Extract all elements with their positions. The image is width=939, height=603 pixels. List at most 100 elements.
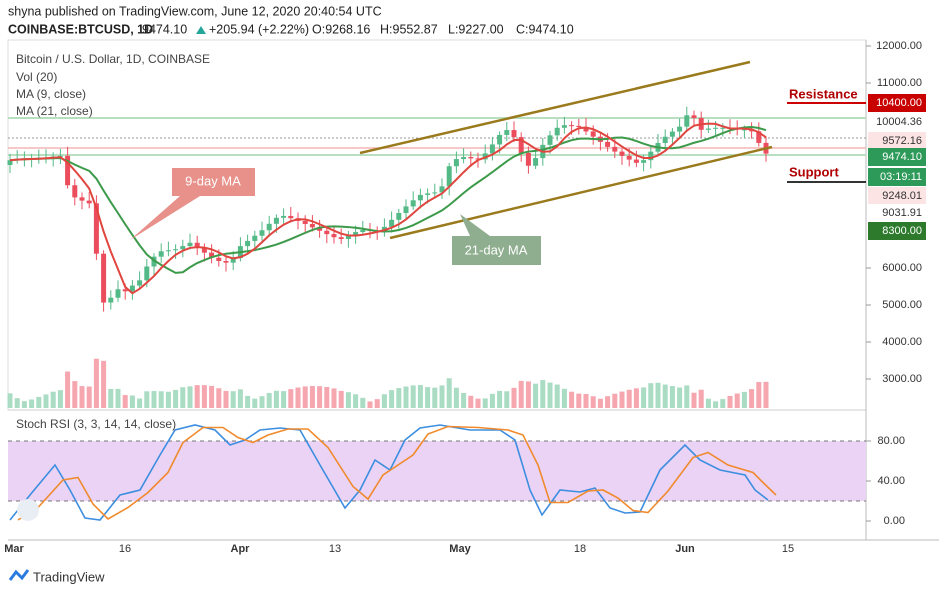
volume-bar	[309, 385, 315, 408]
candle-body	[511, 130, 517, 138]
volume-bar	[633, 388, 639, 408]
volume-bar	[281, 391, 287, 408]
time-label: Jun	[675, 543, 695, 555]
candle-body	[489, 144, 495, 154]
price-label-box	[868, 204, 926, 222]
price-label: 9474.10	[882, 151, 922, 163]
candle-body	[410, 200, 416, 207]
ma9-callout	[130, 168, 255, 240]
price-label-box	[868, 113, 926, 131]
volume-bar	[331, 388, 337, 408]
volume-bar	[158, 391, 164, 408]
price-label: 03:19:11	[880, 171, 922, 183]
volume-bar	[662, 384, 668, 408]
price-label: 9572.16	[882, 135, 922, 147]
candle-body	[662, 136, 668, 143]
ma9-callout-text: 9-day MA	[185, 173, 241, 188]
candle-body	[403, 206, 409, 213]
volume-bar	[597, 398, 603, 408]
volume-bar	[230, 391, 236, 408]
volume-bar	[713, 401, 719, 408]
volume-bar	[741, 391, 747, 408]
candle-body	[381, 226, 387, 232]
rsi-tick-label: 40.00	[877, 475, 905, 487]
candle-body	[7, 160, 13, 165]
volume-bar	[43, 394, 49, 408]
rsi-title: Stoch RSI (3, 3, 14, 14, close)	[16, 417, 176, 431]
volume-bar	[410, 385, 416, 408]
candle-body	[389, 219, 395, 227]
ma21-line	[9, 126, 767, 274]
ma21-callout	[452, 214, 541, 265]
volume-bar	[453, 387, 459, 408]
candle-body	[201, 247, 207, 253]
volume-bar	[756, 382, 762, 408]
candles	[7, 106, 769, 312]
candle-body	[302, 220, 308, 225]
volume-bar	[302, 386, 308, 408]
candle-body	[619, 151, 625, 156]
price-label: 8300.00	[882, 225, 922, 237]
volume-bar	[266, 392, 272, 408]
candle-body	[468, 157, 474, 159]
volume-bar	[151, 391, 157, 408]
volume-bar	[14, 398, 20, 408]
candle-body	[86, 200, 92, 204]
volume-bar	[115, 388, 121, 408]
candle-body	[288, 215, 294, 219]
candle-body	[273, 217, 279, 224]
volume-bar	[187, 386, 193, 408]
volume-bar	[417, 385, 423, 408]
volume-bar	[705, 398, 711, 408]
volume-bar	[489, 393, 495, 408]
volume-bar	[57, 390, 63, 408]
candle-body	[633, 159, 639, 163]
candle-body	[144, 266, 150, 281]
price-tick-label: 5000.00	[882, 299, 922, 311]
candle-body	[705, 128, 711, 130]
candle-body	[216, 257, 222, 262]
candle-body	[173, 249, 179, 251]
volume-bar	[324, 387, 330, 408]
ohlc-item: L:9227.00	[448, 22, 504, 36]
candle-body	[756, 131, 762, 143]
volume	[7, 358, 769, 408]
candle-body	[180, 246, 186, 250]
candle-body	[79, 197, 85, 201]
candle-body	[108, 297, 114, 303]
candle-body	[259, 230, 265, 236]
symbol: COINBASE:BTCUSD, 1D	[8, 22, 153, 36]
volume-bar	[223, 390, 229, 408]
price-label: 9031.91	[882, 207, 922, 219]
candle-body	[345, 235, 351, 239]
candle-body	[533, 158, 539, 166]
volume-bar	[338, 390, 344, 408]
watermark	[17, 499, 39, 521]
candle-body	[590, 131, 596, 137]
price-label-box	[868, 222, 926, 240]
candle-body	[396, 212, 402, 220]
candle-body	[309, 224, 315, 228]
candle-body	[324, 230, 330, 235]
candle-body	[497, 134, 503, 145]
ohlc-item: C:9474.10	[516, 22, 574, 36]
candle-body	[432, 192, 438, 194]
candle-body	[266, 223, 272, 231]
price-tick-label: 4000.00	[882, 336, 922, 348]
candle-body	[525, 152, 531, 166]
volume-bar	[504, 391, 510, 408]
volume-bar	[547, 382, 553, 408]
volume-bar	[497, 390, 503, 408]
volume-bar	[403, 386, 409, 408]
candle-body	[669, 131, 675, 137]
candle-body	[353, 232, 359, 236]
price-label-box	[868, 132, 926, 150]
price-label-box	[868, 148, 926, 166]
volume-bar	[86, 386, 92, 408]
volume-bar	[165, 391, 171, 408]
candle-body	[331, 234, 337, 238]
candle-body	[691, 115, 697, 119]
price-label-box	[868, 94, 926, 112]
candle-body	[554, 127, 560, 136]
volume-bar	[749, 389, 755, 408]
